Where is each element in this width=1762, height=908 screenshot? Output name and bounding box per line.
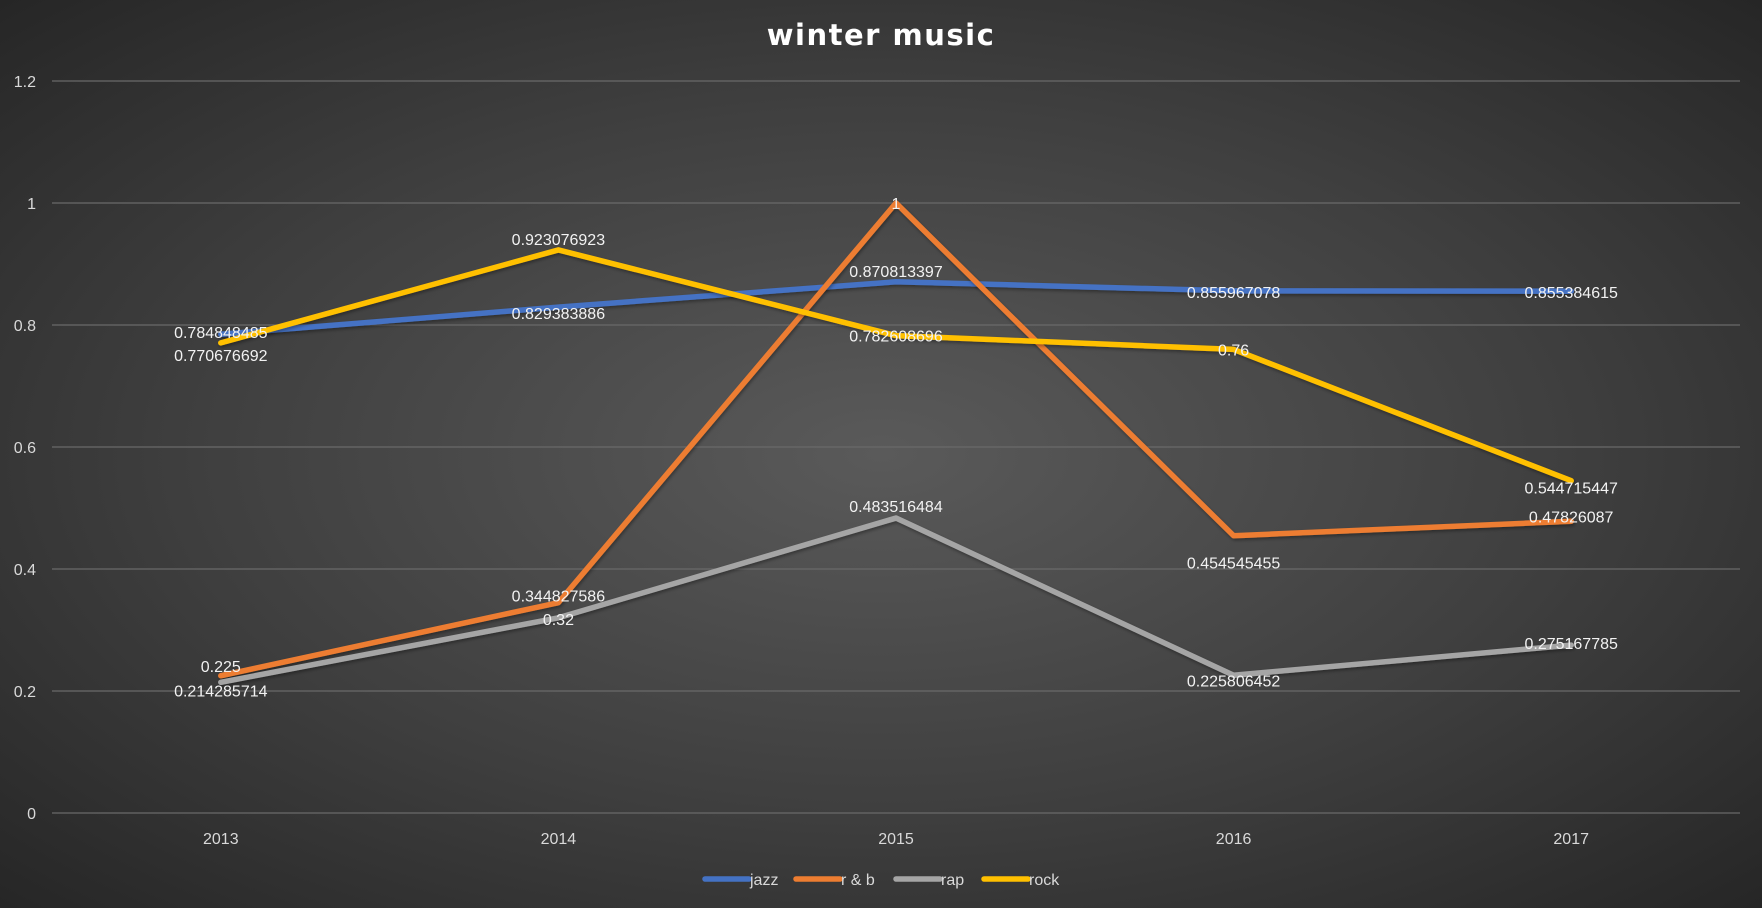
data-label: 0.483516484 bbox=[849, 499, 943, 516]
x-tick-label: 2017 bbox=[1553, 831, 1589, 848]
y-tick-label: 0 bbox=[27, 806, 36, 823]
data-label: 0.770676692 bbox=[174, 348, 268, 365]
y-tick-label: 1.2 bbox=[14, 74, 36, 91]
y-tick-label: 0.4 bbox=[14, 562, 36, 579]
y-tick-label: 0.8 bbox=[14, 318, 36, 335]
data-label: 0.344827586 bbox=[512, 589, 606, 606]
series-line-rap bbox=[218, 515, 1574, 686]
y-tick-label: 1 bbox=[27, 196, 36, 213]
series-line-r-b bbox=[218, 200, 1574, 679]
legend-label: r & b bbox=[841, 872, 875, 889]
chart-title: winter music bbox=[766, 18, 996, 52]
legend-label: rap bbox=[941, 872, 964, 889]
data-label: 0.225806452 bbox=[1187, 673, 1281, 690]
x-tick-label: 2014 bbox=[541, 831, 577, 848]
data-label: 0.855967078 bbox=[1187, 285, 1281, 302]
data-label: 0.47826087 bbox=[1529, 509, 1614, 526]
data-label: 0.275167785 bbox=[1524, 636, 1618, 653]
data-label: 0.214285714 bbox=[174, 683, 268, 700]
data-label: 0.870813397 bbox=[849, 264, 943, 281]
data-label: 0.544715447 bbox=[1524, 481, 1618, 498]
data-label: 0.76 bbox=[1218, 342, 1249, 359]
x-tick-label: 2013 bbox=[203, 831, 239, 848]
y-tick-label: 0.6 bbox=[14, 440, 36, 457]
data-label: 0.454545455 bbox=[1187, 556, 1281, 573]
data-label: 1 bbox=[892, 196, 901, 213]
series-line-rock bbox=[218, 247, 1574, 484]
y-tick-label: 0.2 bbox=[14, 684, 36, 701]
x-tick-label: 2015 bbox=[878, 831, 914, 848]
data-label: 0.225 bbox=[201, 659, 241, 676]
data-label: 0.855384615 bbox=[1524, 285, 1618, 302]
data-label: 0.829383886 bbox=[512, 306, 606, 323]
data-label: 0.32 bbox=[543, 612, 574, 629]
legend-label: jazz bbox=[749, 872, 778, 889]
legend-label: rock bbox=[1029, 872, 1060, 889]
data-label: 0.923076923 bbox=[512, 232, 606, 249]
data-label: 0.784848485 bbox=[174, 325, 268, 342]
data-label: 0.782608696 bbox=[849, 329, 943, 346]
series-line-jazz bbox=[218, 279, 1574, 337]
x-tick-label: 2016 bbox=[1216, 831, 1252, 848]
